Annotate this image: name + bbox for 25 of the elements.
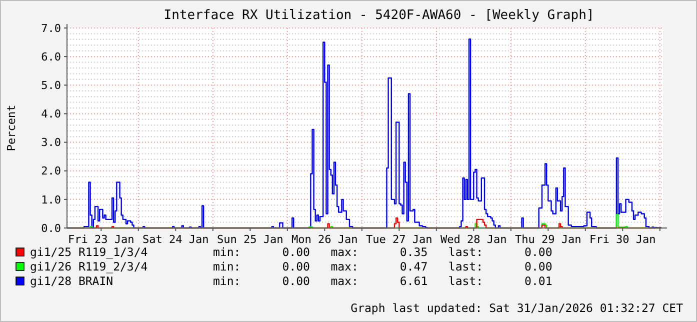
y-tick-label: 4.0 xyxy=(41,108,61,121)
x-tick-label: Mon 26 Jan xyxy=(292,233,358,246)
legend-label: gi1/28 BRAIN xyxy=(30,274,114,288)
y-tick-label: 1.0 xyxy=(41,193,61,206)
y-tick-label: 5.0 xyxy=(41,78,61,92)
x-tick-label: Sat 24 Jan xyxy=(142,233,209,246)
y-tick-label: 3.0 xyxy=(41,136,61,150)
legend-label: gi1/26 R119_2/3/4 xyxy=(30,260,148,274)
y-axis-title: Percent xyxy=(5,104,18,152)
x-tick-label: Sun 25 Jan xyxy=(217,233,284,246)
y-tick-label: 7.0 xyxy=(41,22,61,35)
y-tick-label: 0.0 xyxy=(41,222,61,235)
text: min: 0.00 max: 0.47 last: 0.00 xyxy=(213,260,552,274)
legend-label: gi1/25 R119_1/3/4 xyxy=(30,245,148,259)
text: min: 0.00 max: 6.61 last: 0.01 xyxy=(213,274,552,288)
y-tick-label: 6.0 xyxy=(41,50,61,64)
x-tick-label: Fri 23 Jan xyxy=(68,233,134,246)
x-tick-label: Fri 30 Jan xyxy=(590,233,656,246)
x-tick-label: Tue 27 Jan xyxy=(366,233,432,246)
y-tick-label: 2.0 xyxy=(41,164,61,178)
x-tick-label: Thu 29 Jan xyxy=(515,233,582,246)
text: min: 0.00 max: 0.35 last: 0.00 xyxy=(213,245,552,259)
chart-title: Interface RX Utilization - 5420F-AWA60 - [Weekly Graph] xyxy=(164,8,594,23)
text: Graph last updated: Sat 31/Jan/2026 01:32:27 CET xyxy=(350,301,684,315)
x-tick-label: Wed 28 Jan xyxy=(440,233,507,246)
